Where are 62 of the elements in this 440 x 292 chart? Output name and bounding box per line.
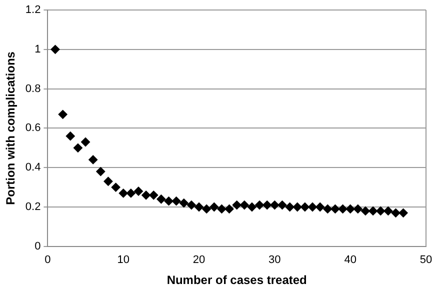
- point: [338, 204, 348, 214]
- y-tick-label: 1.2: [25, 4, 41, 16]
- y-tick-label: 0.4: [25, 162, 41, 174]
- point: [58, 110, 68, 119]
- point: [285, 202, 294, 212]
- x-axis-title: Number of cases treated: [166, 273, 307, 288]
- point: [292, 202, 302, 212]
- point: [398, 208, 408, 218]
- x-tick-label: 10: [117, 254, 130, 266]
- point: [255, 200, 264, 210]
- point: [346, 204, 355, 214]
- point: [118, 188, 128, 198]
- point: [353, 204, 362, 214]
- x-tick-label: 40: [344, 254, 356, 266]
- point: [247, 202, 256, 212]
- point: [111, 182, 120, 192]
- point: [142, 190, 151, 200]
- point: [88, 155, 98, 164]
- point: [186, 200, 196, 210]
- point: [316, 202, 325, 212]
- point: [270, 200, 280, 210]
- point: [134, 186, 143, 196]
- point: [194, 202, 204, 212]
- x-tick-label: 30: [268, 254, 281, 266]
- point: [262, 200, 272, 210]
- y-axis-title: Portion with complications: [4, 51, 18, 205]
- point: [66, 132, 75, 141]
- point: [96, 167, 106, 176]
- point: [360, 206, 370, 216]
- point: [308, 202, 318, 212]
- point: [179, 198, 188, 208]
- point: [149, 190, 158, 200]
- point: [330, 204, 340, 214]
- point: [384, 206, 393, 216]
- point: [50, 44, 60, 54]
- point: [210, 202, 219, 212]
- point: [172, 196, 181, 206]
- point: [73, 143, 82, 152]
- point: [81, 137, 90, 146]
- point: [368, 206, 378, 216]
- point: [104, 176, 113, 186]
- y-tick-label: 0: [34, 240, 41, 252]
- x-tick-label: 20: [192, 254, 206, 266]
- y-tick-label: 0.8: [25, 82, 41, 95]
- point: [300, 202, 310, 212]
- point: [323, 204, 332, 214]
- y-tick-label: 0.6: [25, 122, 41, 134]
- point: [156, 194, 166, 204]
- point: [240, 200, 249, 210]
- point: [202, 204, 212, 214]
- point: [224, 204, 234, 214]
- point: [391, 208, 400, 218]
- point: [278, 200, 287, 210]
- point: [126, 188, 136, 198]
- x-tick-label: 50: [420, 254, 432, 266]
- point: [217, 204, 226, 214]
- point: [164, 196, 174, 206]
- point: [376, 206, 386, 216]
- y-tick-label: 0.2: [25, 201, 41, 214]
- y-tick-label: 1: [34, 43, 41, 56]
- x-tick-label: 0: [44, 254, 51, 266]
- point: [232, 200, 242, 210]
